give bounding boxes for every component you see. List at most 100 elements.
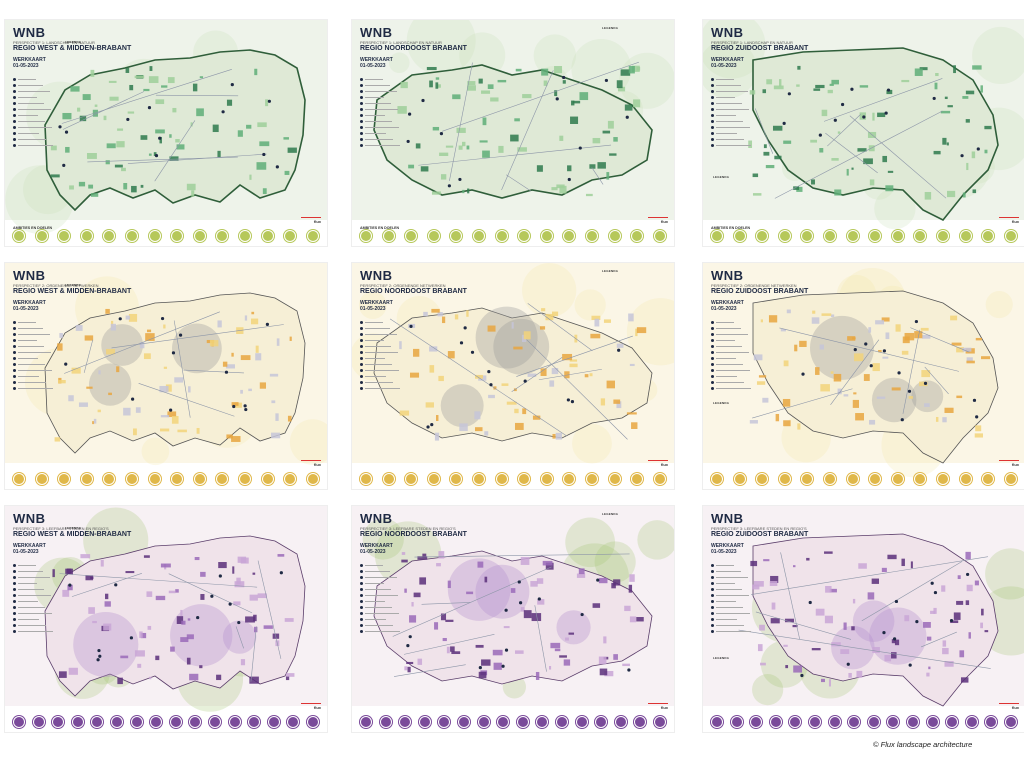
ambition-icon (937, 230, 950, 242)
land-patch (852, 598, 856, 604)
ambition-icon (438, 716, 451, 728)
ambition-icon (473, 230, 486, 242)
legend-row (360, 100, 400, 106)
ambition-icon (13, 230, 25, 242)
land-patch (604, 670, 614, 677)
land-patch (155, 655, 160, 661)
ambition-icon (287, 716, 300, 728)
land-patch (256, 162, 267, 170)
ambition-icon (828, 716, 841, 728)
legend-symbol (360, 593, 363, 597)
land-patch (262, 188, 267, 195)
land-patch (765, 164, 775, 169)
land-patch (769, 581, 778, 586)
land-patch (554, 90, 558, 97)
legend-text-placeholder (18, 564, 36, 566)
land-patch (570, 116, 579, 124)
road-line (538, 368, 602, 381)
map-marker (886, 88, 891, 92)
ambition-icon (13, 473, 25, 485)
land-patch (436, 415, 439, 422)
land-patch (940, 110, 951, 114)
land-patch (813, 88, 821, 91)
road-line (168, 573, 253, 614)
land-patch (855, 413, 864, 421)
land-patch (436, 84, 441, 88)
legend-heading: LEGENDA (713, 401, 730, 405)
land-patch (191, 190, 195, 197)
map-marker (523, 379, 527, 383)
legend-text-placeholder (365, 78, 383, 80)
land-patch (275, 413, 279, 421)
region-title: REGIO ZUIDOOST BRABANT (711, 288, 809, 295)
ambition-icon (495, 473, 508, 485)
region-title: REGIO NOORDOOST BRABANT (360, 45, 467, 52)
land-patch (559, 135, 564, 141)
land-patch (831, 158, 839, 161)
land-patch (93, 418, 97, 424)
road-line (738, 629, 991, 669)
legend-row (360, 124, 400, 130)
legend-row (360, 325, 400, 331)
land-patch (965, 600, 970, 606)
region-outline (373, 307, 653, 442)
land-patch (834, 189, 842, 196)
context-haze (619, 52, 674, 109)
legend-row (360, 88, 400, 94)
legend-text-placeholder (716, 339, 735, 341)
map-marker (224, 370, 229, 374)
map-marker (232, 404, 236, 409)
legend-text-placeholder (18, 588, 44, 590)
land-patch (760, 662, 766, 666)
road-line (449, 62, 473, 182)
map-sheet: WNB PERSPECTIEF 3: LEEFBARE STEDEN EN REG… (352, 506, 674, 732)
legend-row (360, 586, 400, 592)
land-patch (763, 559, 770, 562)
perspective-title: PERSPECTIEF 3: LEEFBARE STEDEN EN REGIO'… (711, 526, 807, 531)
land-patch (752, 193, 762, 196)
ambition-icon (869, 230, 882, 242)
legend-row (711, 598, 751, 604)
land-patch (103, 623, 112, 631)
legend-symbol (711, 332, 714, 336)
land-patch (175, 139, 180, 143)
legend-text-placeholder (365, 351, 398, 353)
land-patch (520, 556, 530, 565)
legend-text-placeholder (18, 357, 38, 359)
region-title: REGIO NOORDOOST BRABANT (360, 531, 467, 538)
land-patch (830, 314, 835, 318)
ambition-icon (103, 473, 116, 485)
land-patch (863, 374, 870, 381)
land-patch (233, 601, 241, 606)
land-patch (962, 96, 969, 99)
legend-row (13, 586, 53, 592)
road-line (591, 167, 604, 185)
land-patch (981, 356, 991, 360)
land-patch (603, 636, 607, 644)
land-patch (85, 575, 94, 581)
legend-list (360, 562, 400, 634)
land-patch (811, 648, 821, 651)
land-patch (160, 415, 170, 418)
context-haze (752, 674, 784, 706)
land-patch (401, 552, 406, 555)
legend-symbol (360, 362, 363, 366)
region-title: REGIO WEST & MIDDEN-BRABANT (13, 288, 132, 295)
legend-symbol (13, 575, 16, 579)
land-patch (277, 554, 285, 557)
ambition-icon (189, 716, 202, 728)
map-marker (64, 362, 68, 366)
sheet-header: WNB PERSPECTIEF 2: ORDENENDE NETWERKEN REG… (711, 269, 841, 312)
map-sheet: WNB PERSPECTIEF 1: LANDSCHAP EN NATUUR REG… (5, 20, 327, 246)
legend-row (360, 616, 400, 622)
legend-text-placeholder (18, 387, 53, 389)
legend-text-placeholder (716, 612, 750, 614)
land-patch (429, 80, 433, 88)
land-patch (540, 368, 547, 376)
land-patch (960, 677, 969, 683)
legend-row (360, 580, 400, 586)
legend-symbol (13, 137, 16, 141)
ambition-icon (730, 716, 743, 728)
land-patch (114, 164, 123, 168)
land-patch (514, 422, 524, 430)
